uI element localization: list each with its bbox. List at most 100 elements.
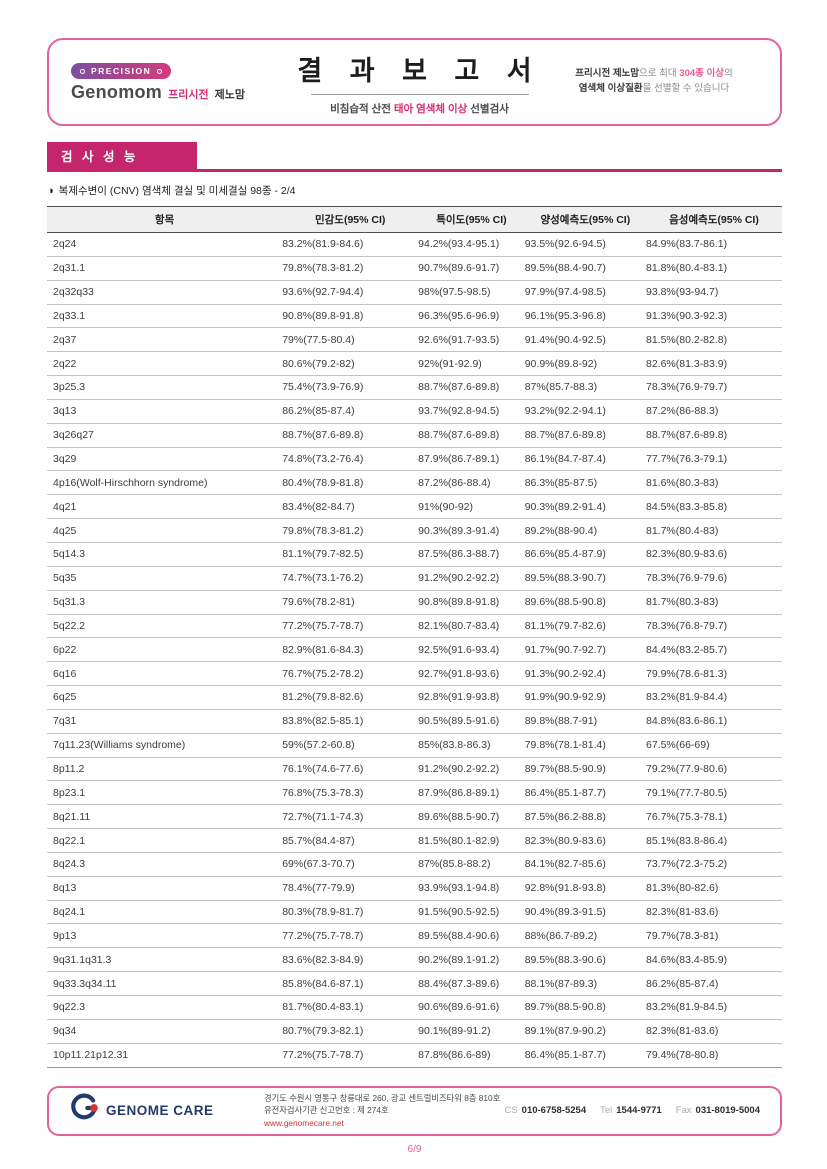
value-cell: 91.3%(90.3-92.3): [645, 304, 782, 329]
value-cell: 77.7%(76.3-79.1): [645, 447, 782, 472]
value-cell: 81.1%(79.7-82.6): [524, 614, 646, 639]
value-cell: 87.2%(86-88.4): [418, 470, 525, 496]
logo-korean-highlight: 프리시전: [168, 89, 209, 102]
item-cell: 3q13: [47, 399, 283, 424]
value-cell: 82.3%(81-83.6): [645, 900, 782, 925]
value-cell: 76.8%(75.3-78.3): [282, 780, 419, 806]
table-row: 3q26q27 88.7%(87.6-89.8) 88.7%(87.6-89.8) 8…: [47, 423, 782, 448]
value-cell: 93.2%(92.2-94.1): [524, 399, 646, 424]
page-title: 결 과 보 고 서: [297, 55, 542, 86]
value-cell: 88.7%(87.6-89.8): [418, 423, 525, 448]
value-cell: 89.6%(88.5-90.8): [524, 590, 646, 615]
promo-normal-2: 을 선별할 수 있습니다: [642, 83, 730, 94]
promo-pink: 304종 이상: [679, 68, 725, 80]
table-row: 5q35 74.7%(73.1-76.2) 91.2%(90.2-92.2) 89.5…: [47, 566, 782, 591]
value-cell: 81.7%(80.3-83): [645, 590, 782, 615]
value-cell: 88.7%(87.6-89.8): [418, 375, 525, 400]
tel-label: Tel: [600, 1105, 613, 1117]
brand-logo: PRECISION Genomom 프리시전 제노맘: [71, 61, 289, 104]
value-cell: 83.2%(81.9-84.6): [282, 232, 419, 257]
item-cell: 9q34: [47, 1019, 283, 1044]
value-cell: 88.7%(87.6-89.8): [282, 423, 419, 448]
fax-number: 031-8019-5004: [695, 1105, 760, 1117]
item-cell: 8p23.1: [47, 780, 283, 806]
item-cell: 2q24: [47, 232, 283, 257]
value-cell: 86.6%(85.4-87.9): [524, 542, 646, 567]
value-cell: 88%(86.7-89.2): [524, 923, 646, 949]
value-cell: 83.6%(82.3-84.9): [282, 947, 419, 973]
table-row: 8q21.11 72.7%(71.1-74.3) 89.6%(88.5-90.7) 8…: [47, 804, 782, 830]
value-cell: 86.3%(85-87.5): [524, 470, 646, 496]
item-cell: 8q22.1: [47, 828, 283, 853]
value-cell: 83.2%(81.9-84.4): [645, 685, 782, 710]
contact-info: CS 010-6758-5254 Tel 1544-9771 Fax 031-8019…: [504, 1105, 760, 1116]
item-cell: 9q22.3: [47, 995, 283, 1020]
value-cell: 89.7%(88.5-90.9): [524, 757, 646, 782]
value-cell: 85.1%(83.8-86.4): [645, 828, 782, 853]
genomecare-logo: GENOME CARE: [69, 1093, 264, 1128]
subtitle-highlight: 태아 염색체 이상: [393, 102, 468, 115]
column-header: 특이도(95% CI): [418, 206, 525, 233]
value-cell: 79.8%(78.3-81.2): [282, 256, 419, 281]
table-row: 3q13 86.2%(85-87.4) 93.7%(92.8-94.5) 93.2%(…: [47, 399, 782, 424]
table-row: 2q31.1 79.8%(78.3-81.2) 90.7%(89.6-91.7) 89…: [47, 256, 782, 281]
table-row: 8q24.1 80.3%(78.9-81.7) 91.5%(90.5-92.5) 90…: [47, 900, 782, 925]
value-cell: 78.4%(77-79.9): [282, 876, 419, 901]
caption-text: 복제수변이 (CNV) 염색체 결실 및 미세결실 98종 - 2/4: [58, 185, 296, 197]
value-cell: 86.2%(85-87.4): [282, 399, 419, 424]
value-cell: 79.8%(78.1-81.4): [524, 733, 646, 758]
value-cell: 92.5%(91.6-93.4): [418, 637, 525, 663]
value-cell: 82.6%(81.3-83.9): [645, 351, 782, 377]
value-cell: 81.1%(79.7-82.5): [282, 542, 419, 567]
value-cell: 81.7%(80.4-83): [645, 518, 782, 543]
table-row: 9q34 80.7%(79.3-82.1) 90.1%(89-91.2) 89.1%(…: [47, 1019, 782, 1044]
promo-text: 프리시전 제노맘으로 최대 304종 이상의 염색체 이상질환을 선별할 수 있…: [550, 67, 758, 96]
table-body: 2q24 83.2%(81.9-84.6) 94.2%(93.4-95.1) 93.5…: [47, 232, 782, 1068]
value-cell: 90.2%(89.1-91.2): [418, 947, 525, 973]
table-row: 6q25 81.2%(79.8-82.6) 92.8%(91.9-93.8) 91.9…: [47, 685, 782, 710]
value-cell: 92.8%(91.9-93.8): [418, 685, 525, 710]
address-line1: 경기도 수원시 영통구 창룡대로 260, 광교 센트럴비즈타워 8층 810호: [264, 1092, 501, 1103]
section-title: 검 사 성 능: [47, 142, 197, 169]
value-cell: 89.6%(88.5-90.7): [418, 804, 525, 830]
value-cell: 85%(83.8-86.3): [418, 733, 525, 758]
item-cell: 5q14.3: [47, 542, 283, 567]
value-cell: 90.8%(89.8-91.8): [282, 304, 419, 329]
table-row: 3q29 74.8%(73.2-76.4) 87.9%(86.7-89.1) 86.1…: [47, 447, 782, 472]
value-cell: 82.9%(81.6-84.3): [282, 637, 419, 663]
value-cell: 81.6%(80.3-83): [645, 470, 782, 496]
value-cell: 91%(90-92): [418, 494, 525, 520]
value-cell: 79.2%(77.9-80.6): [645, 757, 782, 782]
table-row: 5q14.3 81.1%(79.7-82.5) 87.5%(86.3-88.7) 86…: [47, 542, 782, 567]
value-cell: 75.4%(73.9-76.9): [282, 375, 419, 400]
value-cell: 91.9%(90.9-92.9): [524, 685, 646, 710]
value-cell: 67.5%(66-69): [645, 733, 782, 758]
value-cell: 82.1%(80.7-83.4): [418, 614, 525, 639]
value-cell: 96.1%(95.3-96.8): [524, 304, 646, 329]
value-cell: 81.7%(80.4-83.1): [282, 995, 419, 1020]
address-line2: 유전자검사기관 신고번호 : 제 274호: [264, 1105, 389, 1116]
value-cell: 91.7%(90.7-92.7): [524, 637, 646, 663]
item-cell: 3q29: [47, 447, 283, 472]
website-link[interactable]: www.genomecare.net: [264, 1117, 344, 1128]
value-cell: 91.2%(90.2-92.2): [418, 566, 525, 591]
value-cell: 92%(91-92.9): [418, 351, 525, 377]
performance-table: 항목 민감도(95% CI) 특이도(95% CI) 양성예측도(95% CI) 음성예…: [47, 206, 782, 1068]
table-header-row: 항목 민감도(95% CI) 특이도(95% CI) 양성예측도(95% CI) 음성예…: [47, 206, 782, 233]
promo-end-1: 의: [724, 68, 733, 80]
value-cell: 93.5%(92.6-94.5): [524, 232, 646, 257]
table-row: 6q16 76.7%(75.2-78.2) 92.7%(91.8-93.6) 91.3…: [47, 661, 782, 687]
item-cell: 8p11.2: [47, 757, 283, 782]
column-header: 항목: [47, 206, 283, 233]
value-cell: 78.3%(76.9-79.7): [645, 375, 782, 400]
value-cell: 84.6%(83.4-85.9): [645, 947, 782, 973]
value-cell: 87.9%(86.8-89.1): [418, 780, 525, 806]
table-row: 8p11.2 76.1%(74.6-77.6) 91.2%(90.2-92.2) 89…: [47, 757, 782, 782]
value-cell: 89.1%(87.9-90.2): [524, 1019, 646, 1044]
table-row: 2q32q33 93.6%(92.7-94.4) 98%(97.5-98.5) 97.…: [47, 280, 782, 305]
value-cell: 89.7%(88.5-90.8): [524, 995, 646, 1020]
value-cell: 87.5%(86.2-88.8): [524, 804, 646, 830]
value-cell: 94.2%(93.4-95.1): [418, 232, 525, 257]
badge-dot-icon: [157, 68, 163, 74]
